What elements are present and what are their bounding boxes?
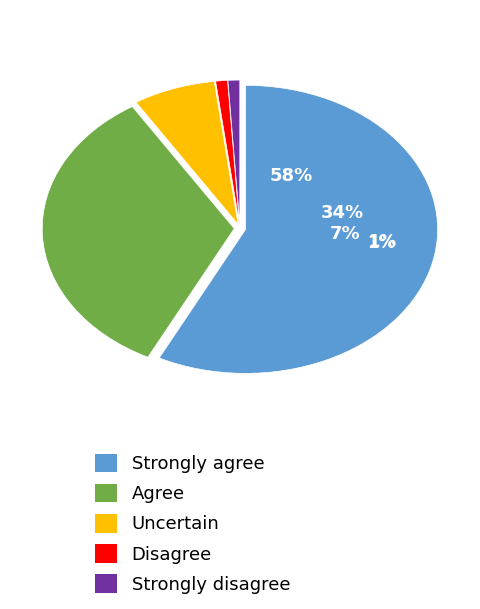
Text: 7%: 7% xyxy=(330,225,360,243)
Text: 1%: 1% xyxy=(368,234,396,252)
Text: 58%: 58% xyxy=(270,167,313,185)
Text: 1%: 1% xyxy=(368,233,396,251)
Wedge shape xyxy=(216,80,240,224)
Wedge shape xyxy=(42,107,234,357)
Wedge shape xyxy=(136,82,238,224)
Wedge shape xyxy=(159,85,438,373)
Text: 34%: 34% xyxy=(321,204,363,222)
Wedge shape xyxy=(228,80,240,224)
Legend: Strongly agree, Agree, Uncertain, Disagree, Strongly disagree: Strongly agree, Agree, Uncertain, Disagr… xyxy=(96,454,290,594)
